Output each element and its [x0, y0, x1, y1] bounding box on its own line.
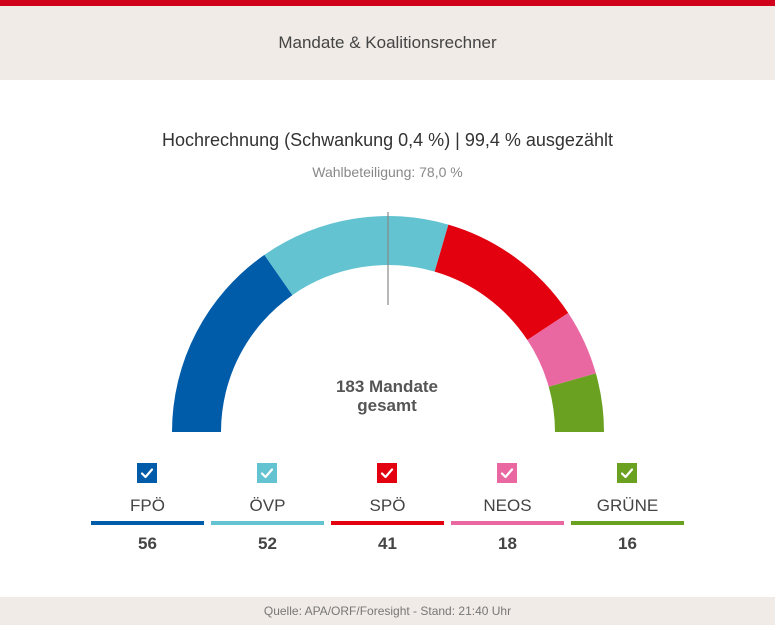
total-seats-label: 183 Mandate gesamt: [287, 377, 487, 415]
party-color-line-spo: [331, 521, 444, 525]
legend-item-grune[interactable]: GRÜNE 16: [571, 460, 684, 560]
check-icon: [260, 468, 274, 479]
total-seats-count: 183 Mandate: [335, 377, 439, 396]
footer: Quelle: APA/ORF/Foresight - Stand: 21:40…: [0, 597, 775, 625]
hemicycle-segment-övp: [264, 215, 449, 296]
projection-info: Hochrechnung (Schwankung 0,4 %) | 99,4 %…: [162, 130, 613, 150]
hemicycle-segment-spö: [434, 224, 569, 340]
checkbox-ovp[interactable]: [257, 463, 277, 483]
party-color-line-grune: [571, 521, 684, 525]
party-seats-fpo: 56: [138, 534, 157, 553]
checkbox-spo[interactable]: [377, 463, 397, 483]
check-icon: [380, 468, 394, 479]
check-icon: [140, 468, 154, 479]
checkbox-grune[interactable]: [617, 463, 637, 483]
legend-item-ovp[interactable]: ÖVP 52: [211, 460, 324, 560]
party-name-fpo: FPÖ: [130, 496, 165, 515]
hemicycle-segment-grüne: [548, 373, 604, 432]
party-name-ovp: ÖVP: [249, 496, 286, 515]
hemicycle-chart: [172, 212, 604, 432]
check-icon: [620, 468, 634, 479]
party-name-spo: SPÖ: [369, 496, 406, 515]
party-color-line-neos: [451, 521, 564, 525]
top-accent-bar: [0, 0, 775, 6]
source-note: Quelle: APA/ORF/Foresight - Stand: 21:40…: [263, 604, 512, 618]
legend-item-neos[interactable]: NEOS 18: [451, 460, 564, 560]
party-seats-spo: 41: [378, 534, 397, 553]
check-icon: [500, 468, 514, 479]
party-name-neos: NEOS: [483, 496, 532, 515]
total-seats-caption: gesamt: [357, 396, 417, 415]
party-seats-neos: 18: [498, 534, 517, 553]
page-title: Mandate & Koalitionsrechner: [278, 33, 497, 52]
header: Mandate & Koalitionsrechner: [0, 6, 775, 80]
party-name-grune: GRÜNE: [596, 496, 659, 515]
legend-item-spo[interactable]: SPÖ 41: [331, 460, 444, 560]
hemicycle-segment-neos: [527, 312, 596, 387]
checkbox-fpo[interactable]: [137, 463, 157, 483]
party-color-line-ovp: [211, 521, 324, 525]
party-legend: FPÖ 56 ÖVP 52 SPÖ 41 NEOS 18 GRÜNE 16: [88, 460, 688, 560]
legend-item-fpo[interactable]: FPÖ 56: [91, 460, 204, 560]
hemicycle-segment-fpö: [172, 254, 293, 432]
turnout-info: Wahlbeteiligung: 78,0 %: [312, 164, 463, 180]
party-color-line-fpo: [91, 521, 204, 525]
party-seats-grune: 16: [618, 534, 637, 553]
checkbox-neos[interactable]: [497, 463, 517, 483]
party-seats-ovp: 52: [258, 534, 277, 553]
